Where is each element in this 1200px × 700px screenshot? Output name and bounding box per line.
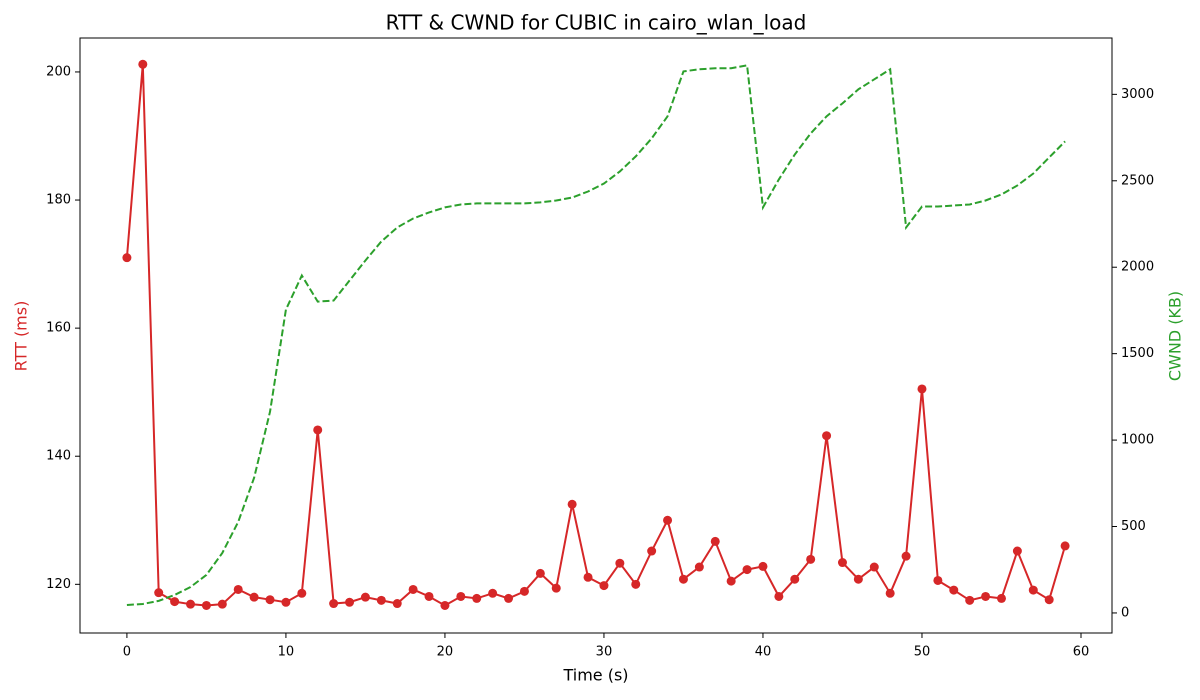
data-point — [472, 593, 482, 603]
data-point — [647, 546, 657, 556]
y-tick-label: 120 — [46, 577, 71, 592]
data-point — [170, 597, 180, 607]
y-tick-label: 180 — [46, 193, 71, 208]
x-tick-label: 60 — [1073, 645, 1090, 660]
data-point — [456, 591, 466, 601]
y2-axis-label: CWND (KB) — [1166, 291, 1185, 381]
plot-frame — [79, 37, 1113, 634]
data-point — [949, 585, 959, 595]
data-point — [901, 551, 911, 561]
data-point — [758, 561, 768, 571]
data-point — [837, 558, 847, 568]
x-tick-label: 20 — [437, 645, 454, 660]
y2-tick-label: 3000 — [1121, 87, 1154, 102]
y2-tick-label: 2000 — [1121, 260, 1154, 275]
series-line — [126, 64, 1066, 606]
x-tick-label: 50 — [914, 645, 931, 660]
data-point — [885, 588, 895, 598]
data-point — [504, 593, 514, 603]
data-point — [965, 595, 975, 605]
y2-tick-label: 1500 — [1121, 346, 1154, 361]
data-point — [710, 536, 720, 546]
y2-tick-label: 1000 — [1121, 433, 1154, 448]
chart-title: RTT & CWND for CUBIC in cairo_wlan_load — [386, 11, 807, 35]
data-point — [996, 593, 1006, 603]
data-point — [424, 591, 434, 601]
data-point — [551, 583, 561, 593]
data-point — [790, 574, 800, 584]
data-point — [186, 599, 196, 609]
data-point — [376, 595, 386, 605]
y-axis-label: RTT (ms) — [12, 301, 31, 372]
data-point — [806, 554, 816, 564]
data-point — [281, 597, 291, 607]
data-point — [535, 568, 545, 578]
data-point — [822, 431, 832, 441]
series-line — [125, 64, 1067, 607]
y2-tick-label: 2500 — [1121, 173, 1154, 188]
data-point — [599, 581, 609, 591]
y-tick-label: 140 — [46, 449, 71, 464]
data-point — [201, 600, 211, 610]
y2-tick-label: 500 — [1121, 519, 1146, 534]
data-point — [774, 591, 784, 601]
data-point — [154, 588, 164, 598]
data-point — [1012, 546, 1022, 556]
data-point — [297, 588, 307, 598]
data-point — [488, 588, 498, 598]
data-point — [917, 384, 927, 394]
data-point — [1044, 595, 1054, 605]
data-point — [408, 584, 418, 594]
data-point — [567, 499, 577, 509]
x-tick-label: 10 — [278, 645, 295, 660]
data-point — [392, 599, 402, 609]
data-point — [233, 584, 243, 594]
data-point — [1028, 585, 1038, 595]
data-point — [519, 586, 529, 596]
x-tick-label: 40 — [755, 645, 772, 660]
x-tick-label: 0 — [123, 645, 131, 660]
data-point — [694, 562, 704, 572]
data-point — [933, 575, 943, 585]
data-point — [138, 59, 148, 69]
data-point — [217, 599, 227, 609]
data-point — [249, 592, 259, 602]
data-point — [615, 558, 625, 568]
data-point — [265, 595, 275, 605]
data-point — [313, 425, 323, 435]
x-axis-label: Time (s) — [562, 666, 628, 685]
data-point — [663, 515, 673, 525]
data-point — [742, 565, 752, 575]
data-point — [329, 599, 339, 609]
data-point — [631, 579, 641, 589]
data-point — [360, 592, 370, 602]
data-point — [678, 574, 688, 584]
data-point — [726, 576, 736, 586]
data-point — [583, 572, 593, 582]
data-point — [1060, 541, 1070, 551]
y2-tick-label: 0 — [1121, 605, 1129, 620]
data-point — [981, 591, 991, 601]
y-tick-label: 160 — [46, 321, 71, 336]
data-point — [869, 562, 879, 572]
y-tick-label: 200 — [46, 64, 71, 79]
data-point — [345, 597, 355, 607]
data-point — [440, 600, 450, 610]
x-tick-label: 30 — [596, 645, 613, 660]
data-point — [122, 253, 132, 263]
data-point — [853, 574, 863, 584]
